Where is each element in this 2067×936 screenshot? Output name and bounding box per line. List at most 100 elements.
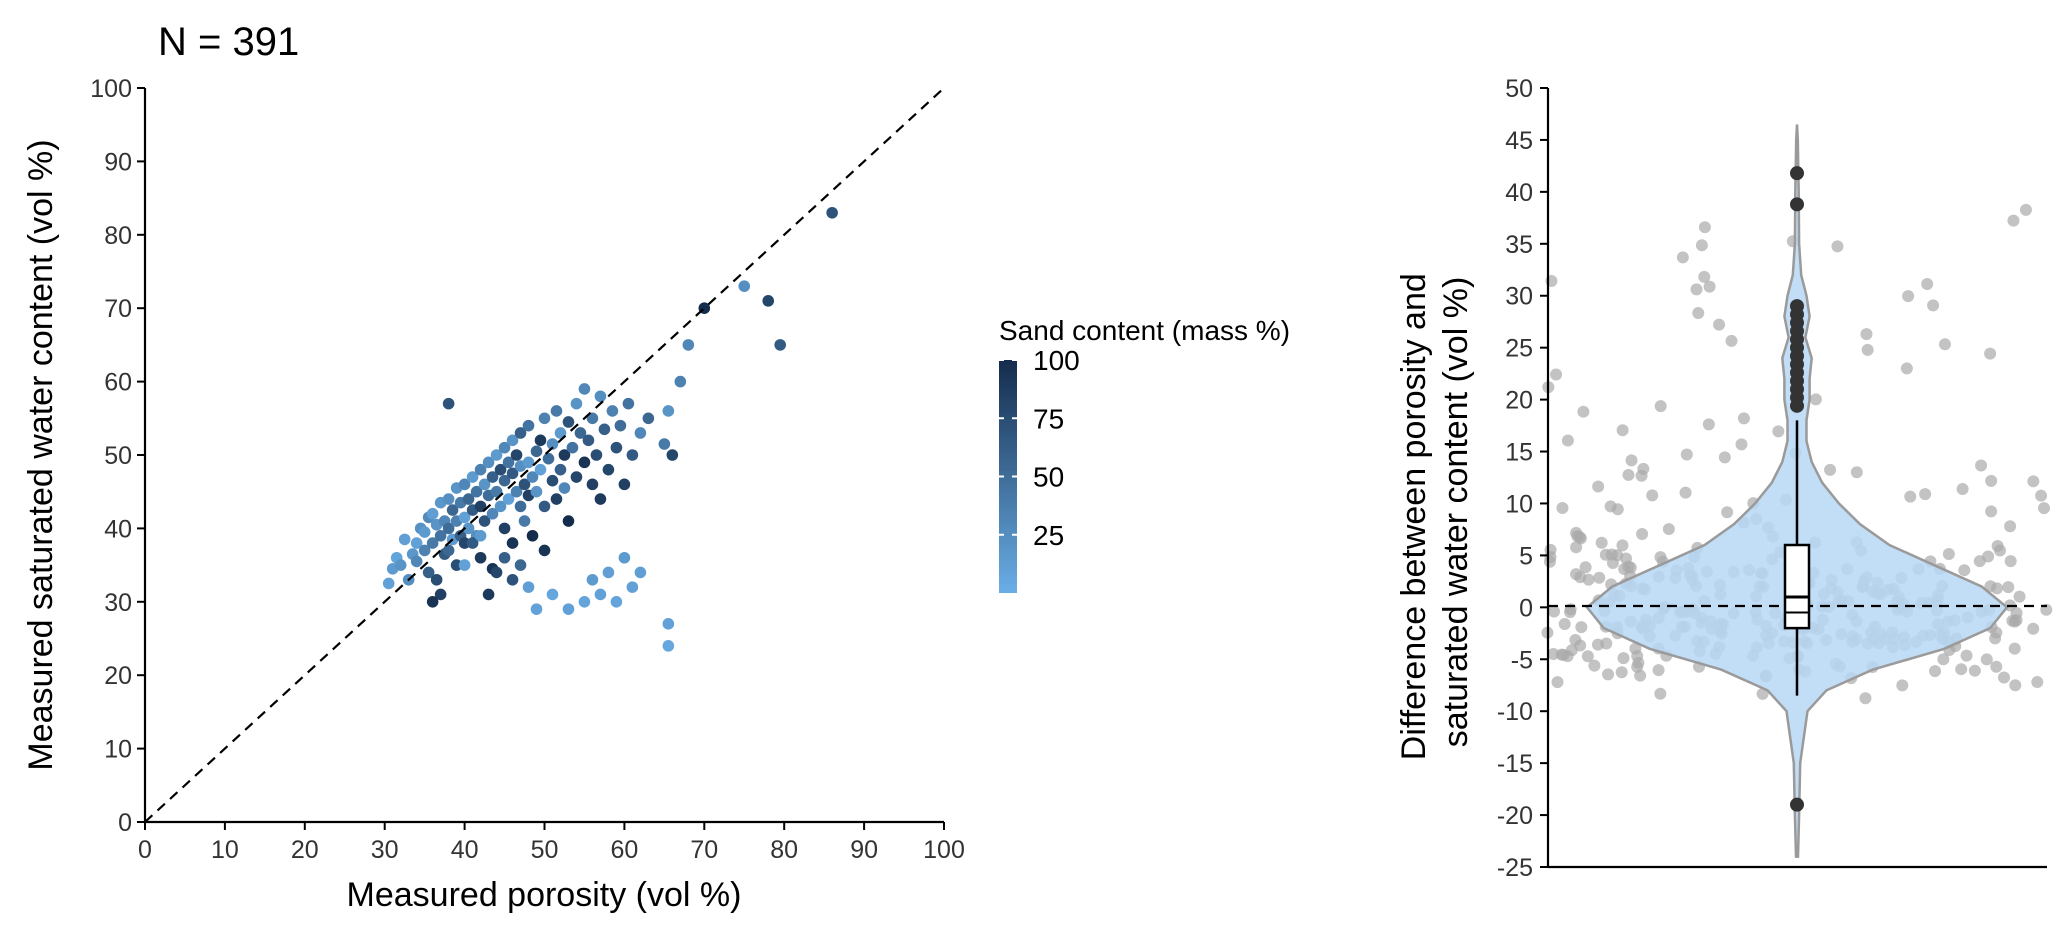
violin-y-axis-label: Difference between porosity and saturate… <box>1395 264 1475 760</box>
scatter-point <box>510 485 523 498</box>
jitter-point <box>1860 328 1873 341</box>
violin-y-tick-label: 35 <box>1505 231 1533 259</box>
scatter-point <box>614 419 627 432</box>
x-tick-label: 100 <box>923 836 965 864</box>
jitter-point <box>2031 676 2044 689</box>
jitter-point <box>1985 474 1998 487</box>
scatter-point <box>466 471 479 483</box>
scatter-point <box>662 405 675 417</box>
outlier-point <box>1790 797 1804 812</box>
jitter-point <box>1984 347 1997 360</box>
x-tick-label: 30 <box>371 836 399 864</box>
jitter-point <box>1602 668 1615 681</box>
jitter-point <box>1631 650 1644 663</box>
scatter-point <box>478 515 491 527</box>
jitter-point <box>1824 463 1837 476</box>
scatter-point <box>570 471 583 483</box>
y-tick-label: 30 <box>104 589 132 617</box>
outlier-points <box>1790 166 1804 812</box>
jitter-point <box>1927 299 1940 312</box>
scatter-point <box>490 485 503 498</box>
scatter-point <box>498 474 511 487</box>
scatter-point <box>486 507 499 520</box>
scatter-point <box>474 529 487 542</box>
jitter-point <box>1616 424 1629 437</box>
scatter-point <box>642 412 655 425</box>
jitter-point <box>1654 400 1667 413</box>
jitter-point <box>1937 653 1950 666</box>
jitter-point <box>1581 650 1594 663</box>
x-tick-label: 60 <box>610 836 638 864</box>
x-tick-label: 50 <box>531 836 559 864</box>
jitter-point <box>1548 605 1561 618</box>
outlier-point <box>1790 166 1804 181</box>
jitter-point <box>1859 692 1872 705</box>
scatter-point <box>554 427 567 439</box>
x-axis-label: Measured porosity (vol %) <box>347 876 742 914</box>
jitter-point <box>1718 451 1731 464</box>
jitter-point <box>1938 338 1951 351</box>
scatter-panel: N = 391 0 10 20 30 40 50 60 70 80 90 100 0 10 20 30 40… <box>22 20 965 914</box>
y-ticks: 0 10 20 30 40 50 60 70 80 90 100 <box>90 75 145 837</box>
jitter-point <box>1695 239 1708 252</box>
scatter-point <box>574 427 587 439</box>
violin-y-ticks: -25 -20 -15 -10 -5 0 5 10 15 20 25 30 35 40 45 50 <box>1497 75 1548 882</box>
scatter-point <box>618 478 631 491</box>
scatter-point <box>538 412 551 425</box>
jitter-point <box>1850 466 1863 479</box>
violin-y-tick-label: 25 <box>1505 335 1533 363</box>
jitter-point <box>1990 582 2003 595</box>
scatter-point <box>482 588 495 601</box>
scatter-point <box>662 618 675 630</box>
violin-y-tick-label: -5 <box>1511 646 1533 674</box>
jitter-point <box>1737 412 1750 425</box>
scatter-point <box>610 441 623 454</box>
scatter-point <box>534 463 547 476</box>
y-axis-label: Measured saturated water content (vol %) <box>22 139 60 770</box>
jitter-point <box>1575 621 1588 634</box>
scatter-point <box>498 441 511 454</box>
scatter-point <box>502 493 515 505</box>
jitter-point <box>1635 469 1648 482</box>
scatter-point <box>434 529 447 542</box>
scatter-point <box>562 603 575 615</box>
jitter-point <box>1997 671 2010 684</box>
x-tick-label: 40 <box>451 836 479 864</box>
jitter-point <box>2019 203 2032 216</box>
scatter-point <box>458 478 471 491</box>
scatter-point <box>418 544 431 557</box>
scatter-point <box>602 566 615 579</box>
scatter-point <box>522 419 535 432</box>
scatter-point <box>514 500 527 513</box>
jitter-point <box>1588 659 1601 672</box>
colorbar-tick-label: 50 <box>1033 462 1064 493</box>
jitter-point <box>1646 489 1659 502</box>
scatter-point <box>466 537 479 549</box>
scatter-point <box>590 449 603 461</box>
scatter-point <box>526 471 539 483</box>
scatter-point <box>398 533 411 546</box>
scatter-point <box>522 456 535 469</box>
jitter-point <box>2004 520 2017 533</box>
scatter-point <box>562 515 575 527</box>
jitter-point <box>1564 606 1577 619</box>
violin-y-tick-label: 20 <box>1505 387 1533 415</box>
jitter-point <box>1557 648 1570 661</box>
scatter-point <box>662 640 675 652</box>
violin-panel: -25 -20 -15 -10 -5 0 5 10 15 20 25 30 35 40 45 50 Diffe… <box>1395 75 2053 882</box>
jitter-point <box>1574 532 1587 545</box>
scatter-point <box>538 500 551 513</box>
x-tick-label: 20 <box>291 836 319 864</box>
scatter-point <box>666 449 679 461</box>
jitter-point <box>2008 642 2021 655</box>
jitter-point <box>1958 564 1971 577</box>
colorbar-tick-label: 100 <box>1033 345 1080 376</box>
scatter-point <box>774 339 787 351</box>
jitter-point <box>1579 561 1592 574</box>
scatter-point <box>762 295 775 307</box>
colorbar-tick-label: 25 <box>1033 520 1064 551</box>
jitter-point <box>1698 270 1711 283</box>
y-tick-label: 0 <box>118 809 132 837</box>
scatter-point <box>410 537 423 549</box>
jitter-point <box>1956 483 1969 496</box>
